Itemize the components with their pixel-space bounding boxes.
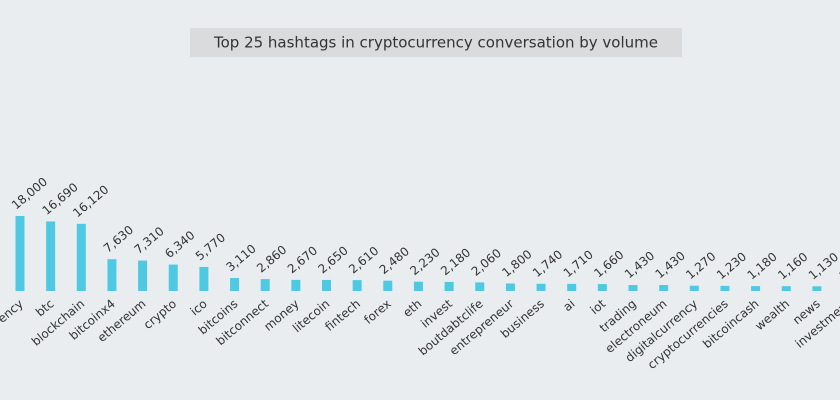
bar [230,278,240,291]
bar [751,286,761,291]
bar [15,216,25,291]
bar [46,221,56,291]
value-label: 1,740 [530,247,565,280]
x-tick-label: forex [361,297,393,327]
value-label: 1,710 [561,247,596,280]
value-label: 7,310 [132,224,167,257]
value-label: 2,230 [407,245,442,278]
value-label: 3,110 [223,242,258,275]
bar [107,259,117,291]
x-tick-label: crypto [141,297,179,332]
value-label: 1,130 [806,250,840,283]
bar [781,286,791,291]
value-label: 2,670 [285,243,320,276]
x-tick-label: btc [33,297,56,320]
chart-title: Top 25 hashtags in cryptocurrency conver… [213,34,658,52]
bar [322,279,331,291]
bar [567,283,577,291]
value-label: 5,770 [193,230,228,263]
value-label: 1,430 [622,249,657,282]
x-tick-label: wealth [752,297,792,334]
bar [291,279,301,291]
x-tick-label: eth [400,297,424,320]
value-label: 7,630 [101,223,136,256]
value-label: 2,860 [254,243,289,276]
value-label: 2,180 [438,245,473,278]
bar [444,281,454,291]
title-box [190,28,682,57]
bar [413,281,423,291]
bar [475,282,485,291]
x-tick-label: ico [188,297,210,319]
value-label: 1,800 [499,247,534,280]
bar [597,284,607,291]
bar [536,283,546,291]
bar [352,280,362,291]
bar [505,283,515,291]
value-label: 1,180 [745,250,780,283]
value-label: 2,060 [469,246,504,279]
value-label: 2,480 [377,244,412,277]
value-label: 1,100 [836,250,840,283]
bar [812,286,822,291]
bar [659,285,669,291]
value-label: 1,430 [653,249,688,282]
bar [720,285,730,291]
value-label: 2,610 [346,244,381,277]
bar [383,280,393,291]
x-tick-label: cryptocurrency [0,297,26,366]
value-label: 6,340 [162,228,197,261]
bar [628,285,638,291]
bar [138,260,148,291]
bar [260,279,270,291]
value-label: 1,270 [683,249,718,282]
bar [76,223,86,291]
bar [689,285,699,291]
value-label: 1,160 [775,250,810,283]
value-label: 2,650 [315,243,350,276]
x-tick-label: iot [587,296,608,317]
x-tick-label: ai [560,297,577,315]
value-label: 1,660 [591,248,626,281]
value-label: 1,230 [714,249,749,282]
bar [168,264,178,291]
x-tick-label: fintech [322,297,363,334]
bar [199,266,209,291]
